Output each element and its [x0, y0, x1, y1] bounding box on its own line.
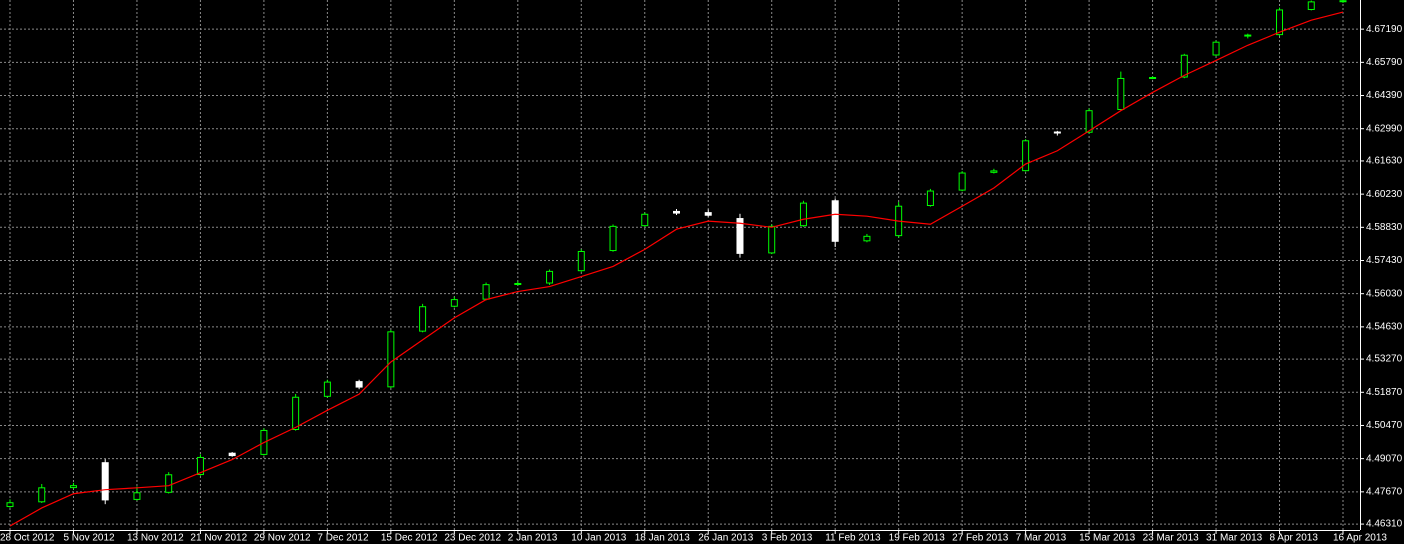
candle-body — [1307, 1, 1315, 10]
candle-body — [736, 218, 744, 254]
candle-body — [323, 381, 331, 397]
candle-body — [69, 485, 77, 489]
candle-body — [1244, 34, 1252, 37]
y-tick-label: 4.61630 — [1366, 156, 1403, 167]
candle-body — [165, 474, 173, 493]
candle-body — [101, 462, 109, 501]
y-tick-label: 4.47670 — [1366, 486, 1403, 497]
x-tick-label: 7 Mar 2013 — [1016, 533, 1067, 544]
x-tick-label: 15 Dec 2012 — [381, 533, 438, 544]
candle-body — [228, 452, 236, 457]
candle-body — [38, 487, 46, 503]
x-tick-label: 13 Nov 2012 — [127, 533, 184, 544]
candle-body — [355, 381, 363, 388]
x-tick-label: 23 Dec 2012 — [444, 533, 501, 544]
x-tick-label: 23 Mar 2013 — [1143, 533, 1200, 544]
axis-labels: 4.46310 4.47670 4.49070 4.50470 4.51870 4.532… — [0, 24, 1403, 544]
candle-body — [704, 212, 712, 216]
candle-body — [577, 250, 585, 272]
candle-body — [419, 306, 427, 332]
candle-body — [133, 492, 141, 500]
y-tick-label: 4.57430 — [1366, 255, 1403, 266]
candle-body — [1212, 41, 1220, 56]
y-tick-label: 4.53270 — [1366, 354, 1403, 365]
candle-body — [831, 200, 839, 242]
x-tick-label: 29 Nov 2012 — [254, 533, 311, 544]
x-tick-label: 8 Apr 2013 — [1270, 533, 1319, 544]
y-tick-label: 4.60230 — [1366, 189, 1403, 200]
x-tick-label: 31 Mar 2013 — [1206, 533, 1263, 544]
candle-body — [514, 282, 522, 285]
x-tick-label: 16 Apr 2013 — [1333, 533, 1387, 544]
x-tick-label: 10 Jan 2013 — [571, 533, 626, 544]
candle-body — [768, 225, 776, 254]
x-tick-label: 26 Jan 2013 — [698, 533, 753, 544]
x-tick-label: 7 Dec 2012 — [317, 533, 369, 544]
candle-body — [1149, 77, 1157, 80]
y-tick-label: 4.50470 — [1366, 420, 1403, 431]
grid — [0, 0, 1364, 534]
candle-body — [1117, 77, 1125, 111]
candle-body — [1022, 140, 1030, 172]
candle-body — [6, 502, 14, 508]
x-tick-label: 18 Jan 2013 — [635, 533, 690, 544]
x-tick-label: 28 Oct 2012 — [0, 533, 55, 544]
x-tick-label: 27 Feb 2013 — [952, 533, 1009, 544]
candle-body — [673, 210, 680, 214]
candle-body — [641, 213, 649, 227]
candle-body — [990, 170, 998, 173]
candle-body — [196, 456, 204, 476]
x-tick-label: 21 Nov 2012 — [190, 533, 247, 544]
candle-body — [863, 235, 871, 242]
candle-body — [799, 202, 807, 227]
candle-body — [482, 284, 490, 300]
candle-body — [450, 299, 458, 307]
y-tick-label: 4.46310 — [1366, 519, 1403, 530]
y-tick-label: 4.54630 — [1366, 322, 1403, 333]
candle-body — [1276, 9, 1284, 36]
y-tick-label: 4.64390 — [1366, 90, 1403, 101]
x-tick-label: 5 Nov 2012 — [63, 533, 115, 544]
candle-body — [1180, 54, 1188, 78]
x-tick-label: 19 Feb 2013 — [889, 533, 946, 544]
candle-body — [292, 396, 300, 430]
candle-body — [387, 331, 395, 388]
candle-body — [1339, 0, 1347, 3]
y-tick-label: 4.49070 — [1366, 453, 1403, 464]
candle-body — [926, 190, 934, 207]
plot — [6, 0, 1347, 527]
candle-body — [1053, 131, 1061, 134]
x-tick-label: 15 Mar 2013 — [1079, 533, 1136, 544]
candle-body — [609, 225, 617, 252]
moving-average-line — [9, 11, 1344, 527]
y-tick-label: 4.67190 — [1366, 24, 1403, 35]
y-tick-label: 4.62990 — [1366, 123, 1403, 134]
x-tick-label: 3 Feb 2013 — [762, 533, 813, 544]
y-tick-label: 4.58830 — [1366, 222, 1403, 233]
y-tick-label: 4.51870 — [1366, 387, 1403, 398]
candle-body — [1085, 110, 1093, 133]
x-tick-label: 2 Jan 2013 — [508, 533, 558, 544]
y-tick-label: 4.56030 — [1366, 288, 1403, 299]
candle-body — [546, 270, 554, 284]
candle-body — [958, 172, 966, 191]
y-tick-label: 4.65790 — [1366, 57, 1403, 68]
x-tick-label: 11 Feb 2013 — [825, 533, 881, 544]
